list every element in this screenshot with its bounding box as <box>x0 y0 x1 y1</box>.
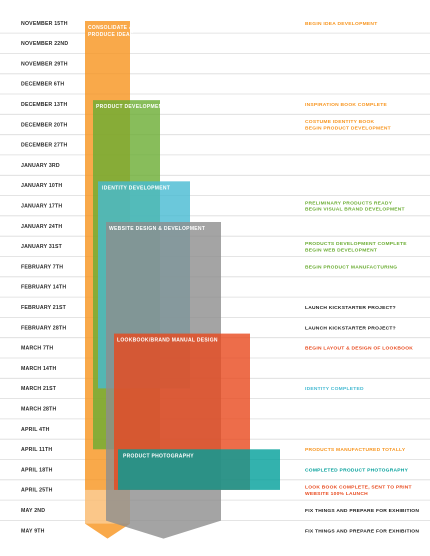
milestone-note: PRELIMINARY PRODUCTS READY BEGIN VISUAL B… <box>305 200 405 212</box>
date-label: DECEMBER 13TH <box>21 102 67 108</box>
milestone-note: BEGIN IDEA DEVELOPMENT <box>305 21 377 27</box>
phase-bar <box>118 449 280 490</box>
milestone-note: INSPIRATION BOOK COMPLETE <box>305 102 387 108</box>
date-label: MAY 9TH <box>21 528 45 534</box>
date-label: MARCH 21ST <box>21 386 57 392</box>
milestone-note: IDENTITY COMPLETED <box>305 386 364 392</box>
date-label: FEBRUARY 14TH <box>21 285 66 291</box>
date-label: JANUARY 10TH <box>21 183 62 189</box>
date-label: MARCH 14TH <box>21 366 56 372</box>
date-label: MARCH 7TH <box>21 346 53 352</box>
date-label: NOVEMBER 29TH <box>21 61 68 67</box>
milestone-note: FIX THINGS AND PREPARE FOR EXHIBITION <box>305 508 419 514</box>
date-label: JANUARY 24TH <box>21 224 62 230</box>
phase-label: LOOKBOOK/BRAND MANUAL DESIGN <box>117 338 218 344</box>
milestone-note: BEGIN PRODUCT MANUFACTURING <box>305 264 397 270</box>
phase-label: PRODUCT PHOTOGRAPHY <box>123 453 194 459</box>
phase-label: WEBSITE DESIGN & DEVELOPMENT <box>109 226 205 232</box>
milestone-note: PRODUCTS DEVELOPMENT COMPLETE BEGIN WEB D… <box>305 241 407 253</box>
milestone-note: LAUNCH KICKSTARTER PROJECT? <box>305 305 396 311</box>
date-labels: NOVEMBER 15TH NOVEMBER 22ND NOVEMBER 29TH D… <box>21 21 68 534</box>
milestone-notes: BEGIN IDEA DEVELOPMENT INSPIRATION BOOK C… <box>305 21 419 534</box>
date-label: FEBRUARY 7TH <box>21 264 63 270</box>
date-label: JANUARY 17TH <box>21 204 62 210</box>
date-label: DECEMBER 20TH <box>21 122 67 128</box>
milestone-note: COSTUME IDENTITY BOOK BEGIN PRODUCT DEVEL… <box>305 119 391 131</box>
date-label: APRIL 11TH <box>21 447 52 453</box>
date-label: DECEMBER 27TH <box>21 143 67 149</box>
milestone-note: BEGIN LAYOUT & DESIGN OF LOOKBOOK <box>305 346 413 352</box>
milestone-note: COMPLETED PRODUCT PHOTOGRAPHY <box>305 467 409 473</box>
phase-label: IDENTITY DEVELOPMENT <box>102 185 170 191</box>
date-label: APRIL 4TH <box>21 427 50 433</box>
date-label: MAY 2ND <box>21 508 45 514</box>
date-label: JANUARY 31ST <box>21 244 63 250</box>
date-label: NOVEMBER 22ND <box>21 41 68 47</box>
date-label: FEBRUARY 21ST <box>21 305 67 311</box>
milestone-note: PRODUCTS MANUFACTURED TOTALLY <box>305 447 406 453</box>
date-label: APRIL 18TH <box>21 467 53 473</box>
date-label: NOVEMBER 15TH <box>21 21 68 27</box>
date-label: APRIL 25TH <box>21 488 53 494</box>
phase-label: CONSOLIDATE & PRODUCE IDEAS <box>88 25 134 38</box>
date-label: DECEMBER 6TH <box>21 82 64 88</box>
milestone-note: FIX THINGS AND PREPARE FOR EXHIBITION <box>305 528 419 534</box>
date-label: MARCH 28TH <box>21 407 56 413</box>
milestone-note: LAUNCH KICKSTARTER PROJECT? <box>305 325 396 331</box>
phase-label: PRODUCT DEVELOPMENT <box>96 104 166 110</box>
phase-bars: CONSOLIDATE & PRODUCE IDEAS PRODUCT DEVELO… <box>85 20 280 539</box>
date-label: FEBRUARY 28TH <box>21 325 66 331</box>
date-label: JANUARY 3RD <box>21 163 60 169</box>
milestone-note: LOOK BOOK COMPLETE, SENT TO PRINT WEBSITE… <box>305 485 412 497</box>
